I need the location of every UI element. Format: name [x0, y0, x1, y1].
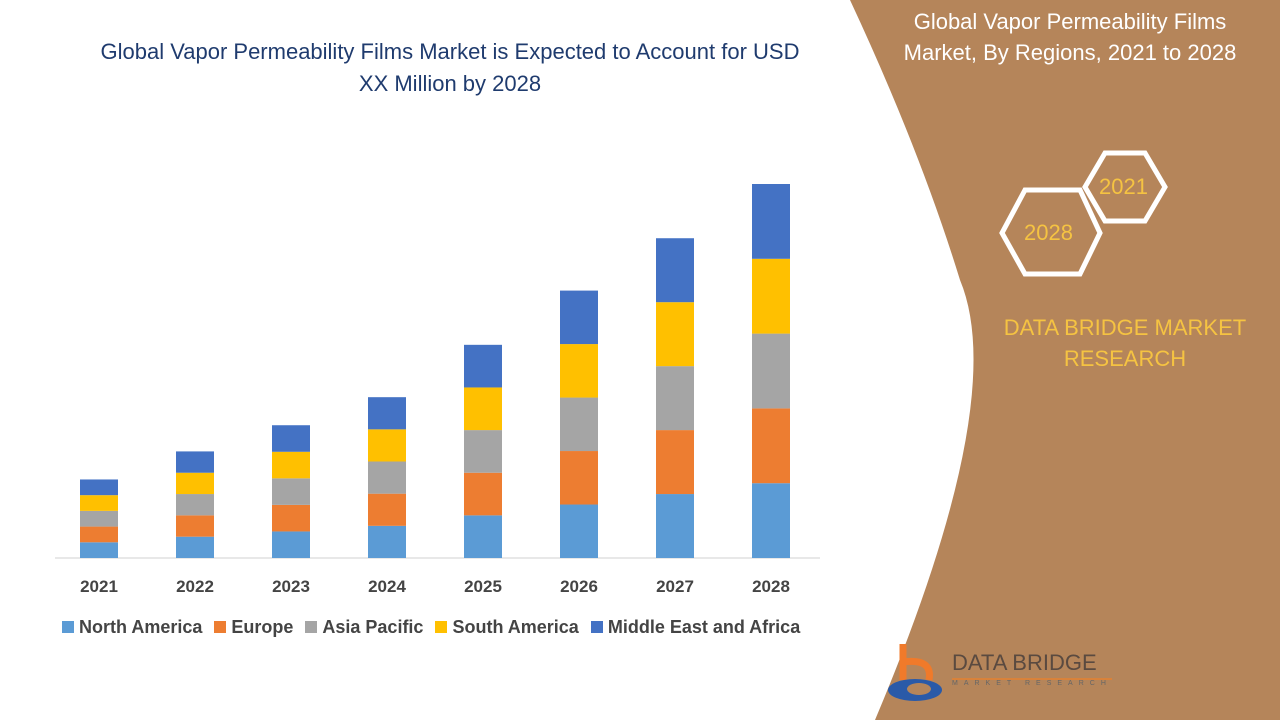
bar-segment-2022-2 — [176, 494, 214, 516]
x-tick-label: 2027 — [656, 577, 694, 596]
bar-segment-2027-2 — [656, 366, 694, 431]
legend-swatch — [590, 621, 603, 633]
legend-label: North America — [79, 617, 203, 637]
legend-swatch — [305, 621, 318, 633]
brand-text: DATA BRIDGE MARKET RESEARCH — [1003, 315, 1247, 371]
bar-segment-2026-3 — [560, 344, 598, 398]
bar-segment-2024-4 — [368, 397, 406, 430]
legend-item: South America — [435, 617, 579, 638]
legend-label: Asia Pacific — [322, 617, 424, 637]
bar-segment-2026-4 — [560, 290, 598, 345]
bar-segment-2021-0 — [80, 542, 118, 558]
legend-swatch — [214, 621, 227, 633]
bar-segment-2024-1 — [368, 493, 406, 526]
legend-swatch — [62, 621, 74, 633]
x-tick-label: 2026 — [560, 577, 598, 596]
legend: North America Europe Asia Pacific South Ame… — [62, 617, 800, 638]
logo-sub: MARKET RESEARCH — [952, 678, 1112, 687]
bar-segment-2028-2 — [752, 333, 790, 409]
hexagon-2028 — [999, 187, 1103, 277]
x-tick-label: 2022 — [176, 577, 214, 596]
bar-segment-2023-1 — [272, 504, 310, 532]
side-title: Global Vapor Permeability Films Market, … — [903, 9, 1237, 65]
x-tick-label: 2021 — [80, 577, 118, 596]
legend-item: North America — [62, 617, 202, 638]
bar-segment-2027-0 — [656, 494, 694, 558]
x-tick-label: 2024 — [368, 577, 406, 596]
bar-segment-2022-0 — [176, 536, 214, 558]
bar-segment-2028-1 — [752, 408, 790, 484]
logo-name: DATA BRIDGE — [952, 650, 1097, 675]
chart-title: Global Vapor Permeability Films Market i… — [100, 39, 800, 96]
bar-segment-2024-0 — [368, 525, 406, 558]
x-tick-label: 2028 — [752, 577, 790, 596]
bar-segment-2025-3 — [464, 387, 502, 431]
legend-label: South America — [452, 617, 579, 637]
bar-segment-2027-4 — [656, 238, 694, 303]
bar-segment-2023-2 — [272, 478, 310, 505]
bar-segment-2022-3 — [176, 472, 214, 495]
bar-segment-2021-4 — [80, 479, 118, 496]
legend-item: Middle East and Africa — [590, 617, 801, 638]
bar-segment-2021-2 — [80, 510, 118, 527]
bar-segment-2023-3 — [272, 451, 310, 479]
bar-segment-2027-3 — [656, 302, 694, 367]
bar-segment-2024-3 — [368, 429, 406, 462]
hex-label-2021: 2021 — [1099, 174, 1148, 199]
bar-segment-2025-0 — [464, 515, 502, 558]
bar-segment-2028-4 — [752, 184, 790, 259]
bar-segment-2026-0 — [560, 504, 598, 558]
logo-text: DATA BRIDGE MARKET RESEARCH — [952, 650, 1112, 687]
bar-segment-2026-1 — [560, 451, 598, 505]
bar-segment-2024-2 — [368, 461, 406, 494]
legend-item: Europe — [214, 617, 293, 638]
bar-segment-2021-3 — [80, 495, 118, 511]
bar-segment-2023-0 — [272, 531, 310, 558]
x-tick-label: 2023 — [272, 577, 310, 596]
stacked-bar-chart: 2021 2022 2023 2024 2025 2026 2027 2028 — [55, 184, 820, 596]
bar-segment-2028-3 — [752, 258, 790, 334]
bar-segment-2025-2 — [464, 430, 502, 473]
hexagon-2021 — [1082, 150, 1168, 224]
bar-segment-2023-4 — [272, 425, 310, 452]
bar-segment-2022-4 — [176, 451, 214, 473]
legend-swatch — [435, 621, 448, 633]
bar-segment-2027-1 — [656, 430, 694, 495]
bar-segment-2028-0 — [752, 483, 790, 558]
bar-segment-2021-1 — [80, 526, 118, 543]
legend-label: Middle East and Africa — [607, 617, 801, 637]
bar-segment-2025-1 — [464, 472, 502, 516]
x-tick-label: 2025 — [464, 577, 502, 596]
logo-icon — [888, 644, 942, 701]
hex-label-2028: 2028 — [1024, 220, 1073, 245]
bar-segment-2022-1 — [176, 515, 214, 537]
bar-segment-2025-4 — [464, 344, 502, 388]
legend-item: Asia Pacific — [305, 617, 423, 638]
legend-label: Europe — [231, 617, 294, 637]
bar-segment-2026-2 — [560, 397, 598, 452]
